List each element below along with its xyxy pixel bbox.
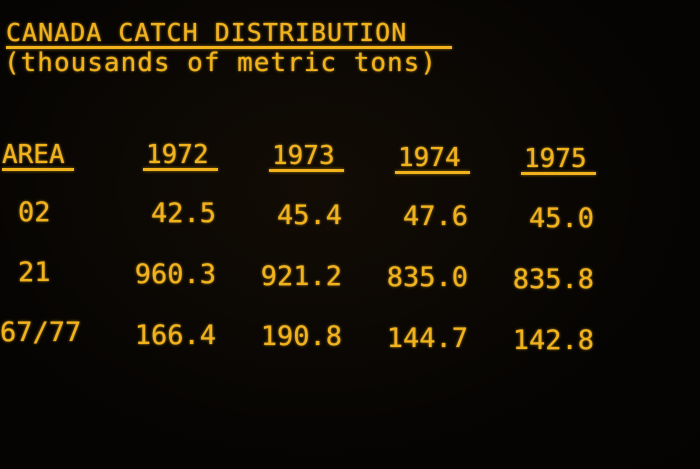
table-cell: 190.8 (260, 321, 342, 352)
page-subtitle: (thousands of metric tons) (4, 48, 437, 78)
column-header-1974: 1974 (398, 143, 461, 173)
table-cell: 166.4 (134, 320, 216, 351)
table-cell: 45.0 (528, 203, 594, 234)
table-cell: 960.3 (134, 259, 216, 290)
table-cell: 835.8 (512, 264, 594, 295)
table-cell: 142.8 (512, 325, 594, 356)
column-header-1975: 1975 (524, 144, 587, 174)
column-header-area: AREA (2, 140, 65, 170)
row-area-label: 67/77 (0, 317, 82, 348)
table-cell: 45.4 (276, 200, 342, 231)
row-area-label: 21 (18, 257, 51, 288)
table-cell: 47.6 (402, 201, 468, 232)
title-underline (6, 46, 452, 49)
column-header-1972: 1972 (146, 140, 209, 170)
row-area-label: 02 (18, 197, 51, 228)
table-cell: 42.5 (150, 198, 216, 229)
column-header-1974-underline (395, 171, 470, 174)
column-header-1973-underline (269, 169, 344, 172)
table-cell: 921.2 (260, 261, 342, 292)
table-cell: 835.0 (386, 262, 468, 293)
table-cell: 144.7 (386, 323, 468, 354)
column-header-1973: 1973 (272, 141, 335, 171)
column-header-1975-underline (521, 172, 596, 175)
page-title: CANADA CATCH DISTRIBUTION (6, 18, 408, 47)
column-header-1972-underline (143, 168, 218, 171)
column-header-area-underline (2, 168, 74, 171)
